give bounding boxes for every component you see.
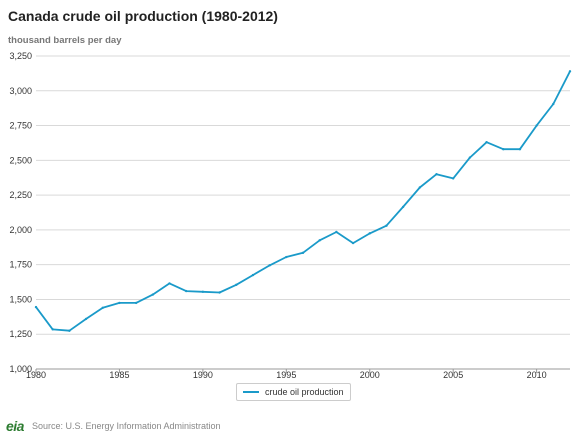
- y-tick-label: 2,750: [9, 121, 32, 131]
- eia-logo: eia: [6, 418, 24, 434]
- data-point[interactable]: [435, 173, 438, 176]
- data-point[interactable]: [68, 329, 71, 332]
- data-point[interactable]: [468, 156, 472, 159]
- series-line-crude-oil-production[interactable]: [35, 70, 571, 332]
- data-point[interactable]: [568, 70, 572, 73]
- legend-swatch: [243, 391, 259, 393]
- y-tick-label: 1,500: [9, 294, 32, 304]
- x-tick-label: 2010: [527, 370, 547, 380]
- data-point[interactable]: [485, 141, 488, 144]
- y-tick-label: 2,250: [9, 190, 32, 200]
- source-note: Source: U.S. Energy Information Administ…: [31, 421, 221, 431]
- data-point[interactable]: [285, 255, 288, 259]
- data-point[interactable]: [418, 186, 422, 189]
- data-point[interactable]: [335, 230, 338, 234]
- x-tick-label: 1995: [276, 370, 296, 380]
- y-tick-label: 2,500: [9, 155, 32, 165]
- y-tick-label: 1,000: [9, 364, 32, 374]
- data-point[interactable]: [134, 301, 138, 305]
- data-point[interactable]: [301, 251, 305, 255]
- x-tick-label: 2005: [443, 370, 463, 380]
- data-point[interactable]: [368, 232, 371, 235]
- y-tick-label: 2,000: [9, 225, 32, 235]
- legend[interactable]: crude oil production: [236, 383, 351, 401]
- x-tick-labels: 1980 1985 1990 1995 2000 2005 2010: [26, 369, 547, 380]
- data-point[interactable]: [51, 328, 54, 331]
- y-tick-labels: 1,000 1,250 1,500 1,750 2,000 2,250 2,500 2,750…: [9, 51, 32, 374]
- data-point[interactable]: [201, 290, 205, 293]
- grid-lines: [36, 55, 570, 370]
- chart-title: Canada crude oil production (1980-2012): [8, 8, 278, 24]
- y-tick-label: 1,750: [9, 260, 32, 270]
- data-point[interactable]: [84, 317, 88, 321]
- y-axis-label: thousand barrels per day: [8, 35, 122, 46]
- data-point[interactable]: [385, 224, 388, 227]
- data-point[interactable]: [502, 148, 505, 151]
- data-point[interactable]: [235, 283, 238, 287]
- x-tick-label: 1985: [109, 370, 129, 380]
- legend-label: crude oil production: [265, 387, 344, 397]
- x-tick-label: 1990: [193, 370, 213, 380]
- series-lines: [34, 70, 572, 332]
- data-point[interactable]: [101, 306, 104, 309]
- data-point[interactable]: [535, 124, 538, 127]
- data-point[interactable]: [184, 289, 188, 293]
- data-point[interactable]: [318, 239, 321, 242]
- x-tick-label: 1980: [26, 370, 46, 380]
- data-point[interactable]: [218, 291, 221, 294]
- data-point[interactable]: [168, 282, 171, 285]
- y-tick-label: 3,000: [9, 86, 32, 96]
- data-point[interactable]: [518, 148, 522, 151]
- data-point[interactable]: [451, 177, 455, 180]
- x-tick-label: 2000: [360, 370, 380, 380]
- data-point[interactable]: [251, 273, 255, 277]
- y-tick-label: 3,250: [9, 51, 32, 61]
- data-point[interactable]: [401, 205, 405, 209]
- footer: eia Source: U.S. Energy Information Admi…: [6, 418, 221, 434]
- data-point[interactable]: [552, 102, 555, 106]
- data-point[interactable]: [34, 305, 38, 309]
- y-tick-label: 1,250: [9, 329, 32, 339]
- data-point[interactable]: [268, 264, 271, 267]
- data-point[interactable]: [351, 241, 355, 245]
- data-point[interactable]: [151, 293, 155, 296]
- data-point[interactable]: [118, 301, 121, 305]
